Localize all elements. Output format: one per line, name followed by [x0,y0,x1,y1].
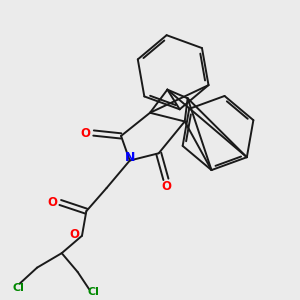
Text: Cl: Cl [88,287,100,297]
Text: N: N [124,151,135,164]
Text: O: O [47,196,57,209]
Text: O: O [69,228,79,241]
Text: Cl: Cl [12,283,24,293]
Text: O: O [161,180,171,193]
Text: O: O [80,127,91,140]
